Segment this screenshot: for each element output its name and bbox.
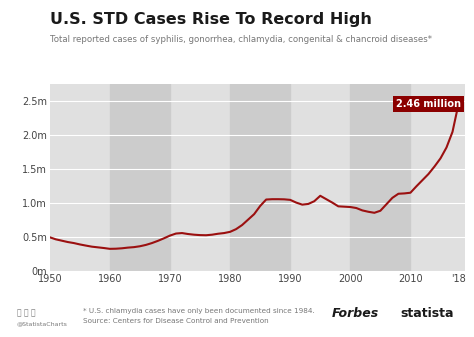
Bar xyxy=(230,84,290,271)
Text: Source: Centers for Disease Control and Prevention: Source: Centers for Disease Control and … xyxy=(83,318,269,325)
Text: statista: statista xyxy=(401,307,454,320)
Text: U.S. STD Cases Rise To Record High: U.S. STD Cases Rise To Record High xyxy=(50,12,372,27)
Text: 2.46 million: 2.46 million xyxy=(396,99,461,109)
Text: ⓒ ⓘ ⓡ: ⓒ ⓘ ⓡ xyxy=(17,308,35,317)
Text: @StatistaCharts: @StatistaCharts xyxy=(17,321,67,326)
Text: Total reported cases of syphilis, gonorrhea, chlamydia, congenital & chancroid d: Total reported cases of syphilis, gonorr… xyxy=(50,35,432,44)
Bar xyxy=(350,84,410,271)
Text: * U.S. chlamydia cases have only been documented since 1984.: * U.S. chlamydia cases have only been do… xyxy=(83,308,315,314)
Text: Forbes: Forbes xyxy=(332,307,379,320)
Bar xyxy=(110,84,170,271)
